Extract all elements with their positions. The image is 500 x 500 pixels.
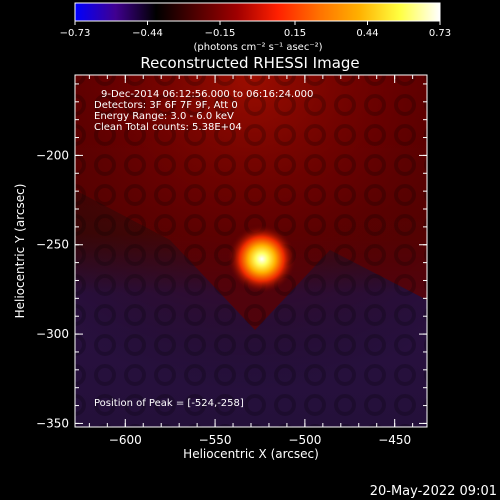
image-area (75, 75, 427, 427)
annotation-line: Clean Total counts: 5.38E+04 (94, 122, 242, 133)
y-tick-label: −250 (36, 238, 69, 252)
colorbar-gradient (74, 2, 441, 22)
colorbar-tick-label: 0.15 (284, 28, 306, 39)
x-tick-label: −500 (288, 433, 321, 447)
x-axis: −600 −550 −500 −450 (88, 75, 414, 447)
chart-title: Reconstructed RHESSI Image (140, 54, 359, 72)
x-tick-label: −600 (109, 433, 142, 447)
annotation-line: 9-Dec-2014 06:12:56.000 to 06:16:24.000 (101, 89, 313, 100)
x-axis-label: Heliocentric X (arcsec) (183, 447, 319, 461)
colorbar-tick-label: −0.73 (60, 28, 91, 39)
peak-position-label: Position of Peak = [-524,-258] (94, 398, 244, 409)
colorbar-tick-label: −0.15 (205, 28, 236, 39)
colorbar-tick-label: 0.73 (429, 28, 451, 39)
x-tick-label: −450 (378, 433, 411, 447)
colorbar-unit-label: (photons cm⁻² s⁻¹ asec⁻²) (193, 42, 322, 53)
footer-timestamp: 20-May-2022 09:01 (370, 484, 497, 499)
x-tick-label: −550 (199, 433, 232, 447)
y-tick-label: −200 (36, 148, 69, 162)
colorbar-tick-label: 0.44 (356, 28, 378, 39)
colorbar-tick-label: −0.44 (132, 28, 163, 39)
peak-source (227, 225, 296, 294)
annotations: 9-Dec-2014 06:12:56.000 to 06:16:24.000D… (94, 89, 313, 133)
colorbar: −0.73 −0.44 −0.15 0.15 0.44 0.73 (photons cm⁻… (60, 2, 451, 53)
annotation-line: Energy Range: 3.0 - 6.0 keV (94, 111, 234, 122)
annotation-line: Detectors: 3F 6F 7F 9F, Att 0 (94, 100, 238, 111)
y-tick-label: −300 (36, 327, 69, 341)
y-axis-label: Heliocentric Y (arcsec) (13, 184, 27, 319)
colorbar-ticks: −0.73 −0.44 −0.15 0.15 0.44 0.73 (60, 21, 451, 39)
y-tick-label: −350 (36, 416, 69, 430)
y-axis: −200 −250 −300 −350 (36, 83, 427, 430)
